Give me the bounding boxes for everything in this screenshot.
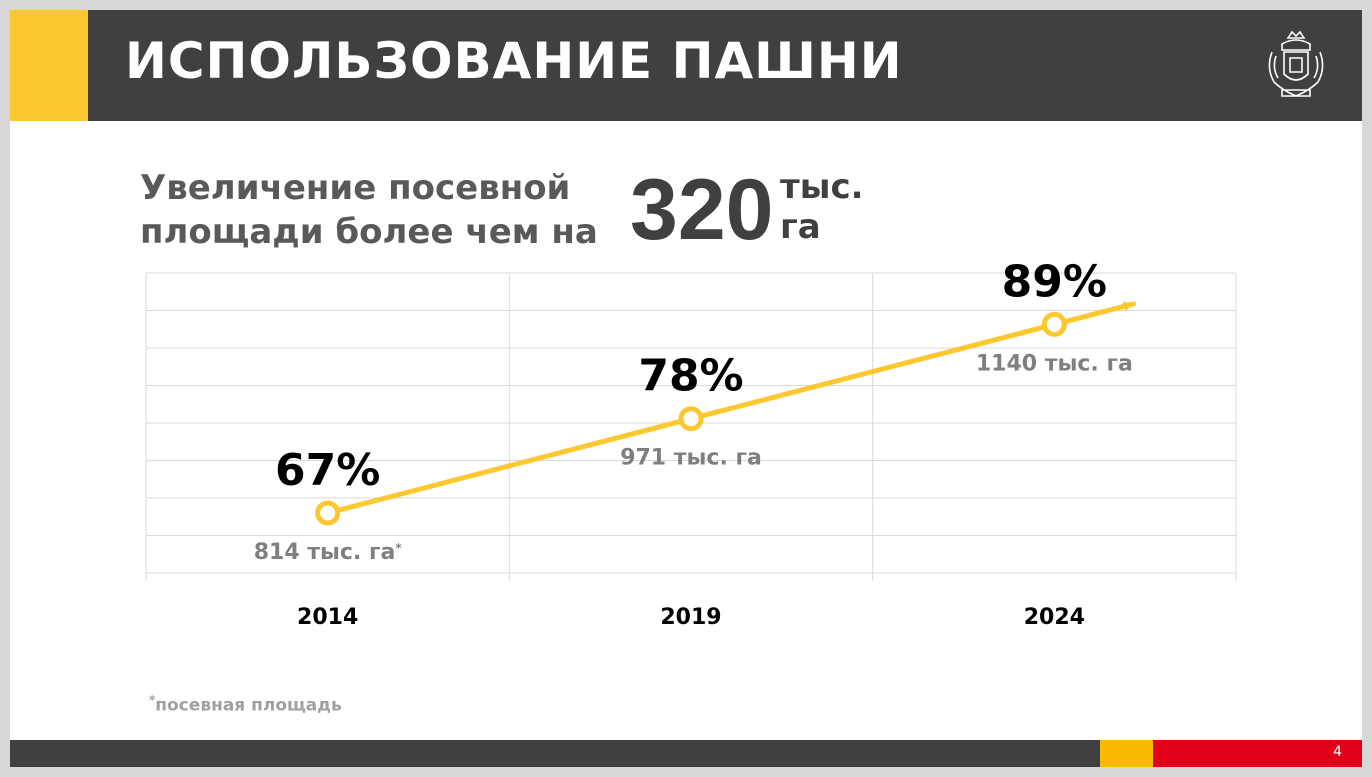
coat-of-arms-icon	[1268, 30, 1324, 97]
page-number: 4	[1333, 744, 1342, 760]
header-accent	[10, 10, 88, 121]
subtitle: Увеличение посевной площади более чем на	[140, 166, 598, 254]
big-unit-line-1: тыс.	[780, 167, 864, 207]
trend-arrow-head	[1122, 301, 1134, 312]
footnote: *посевная площадь	[149, 693, 342, 716]
area-label-footnote-mark: *	[395, 541, 402, 555]
header-bar: ИСПОЛЬЗОВАНИЕ ПАШНИ	[10, 10, 1362, 121]
footer-accent-red	[1153, 740, 1362, 767]
series-line	[325, 301, 1137, 516]
slide: ИСПОЛЬЗОВАНИЕ ПАШНИ Увеличение посевной …	[10, 10, 1362, 767]
footer-bar	[10, 740, 1100, 767]
data-label: 89%	[1002, 256, 1107, 307]
data-point	[1041, 311, 1067, 337]
line-chart: 67% 814 тыс. га* 78% 971 тыс. га 89% 1140 тыс…	[145, 256, 1237, 581]
area-label: 1140 тыс. га	[976, 351, 1133, 376]
page-title: ИСПОЛЬЗОВАНИЕ ПАШНИ	[125, 32, 903, 90]
subtitle-line-2: площади более чем на	[140, 212, 598, 252]
big-unit: тыс. га	[780, 167, 864, 247]
big-number: 320	[630, 162, 774, 258]
big-unit-line-2: га	[780, 207, 821, 247]
subtitle-line-1: Увеличение посевной	[140, 168, 571, 208]
footnote-mark: *	[149, 693, 156, 707]
area-label: 971 тыс. га	[620, 446, 762, 471]
footer-accent-yellow	[1100, 740, 1153, 767]
footnote-text: посевная площадь	[155, 695, 342, 716]
x-tick-label: 2024	[1023, 605, 1085, 630]
x-tick-label: 2014	[297, 605, 359, 630]
data-label: 67%	[275, 445, 380, 496]
x-tick-label: 2019	[660, 605, 722, 630]
data-point	[315, 500, 341, 526]
data-label: 78%	[638, 351, 743, 402]
data-point	[678, 406, 704, 432]
area-label: 814 тыс. га*	[254, 540, 403, 565]
